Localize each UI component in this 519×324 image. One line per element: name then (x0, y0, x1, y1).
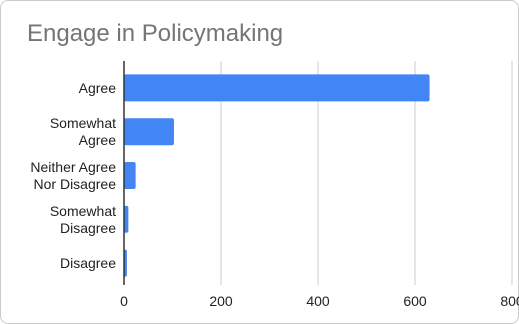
bar (124, 205, 129, 233)
category-label: Disagree (60, 220, 116, 236)
x-tick-label: 0 (120, 293, 128, 309)
category-label: Agree (79, 80, 117, 96)
x-tick-label: 600 (403, 293, 427, 309)
category-label: Somewhat (50, 203, 116, 219)
category-label: Nor Disagree (34, 176, 117, 192)
chart-title: Engage in Policymaking (27, 20, 284, 47)
category-label: Disagree (60, 255, 116, 271)
bars (124, 74, 430, 277)
x-tick-label: 200 (209, 293, 233, 309)
tick-labels: 0 200 400 600 800 (120, 293, 519, 309)
bar (124, 162, 136, 189)
category-label: Somewhat (50, 115, 116, 131)
category-label: Agree (79, 132, 117, 148)
bar (124, 74, 430, 102)
bar (124, 118, 174, 146)
x-tick-label: 400 (306, 293, 330, 309)
category-label: Neither Agree (30, 159, 116, 175)
x-tick-label: 800 (500, 293, 519, 309)
